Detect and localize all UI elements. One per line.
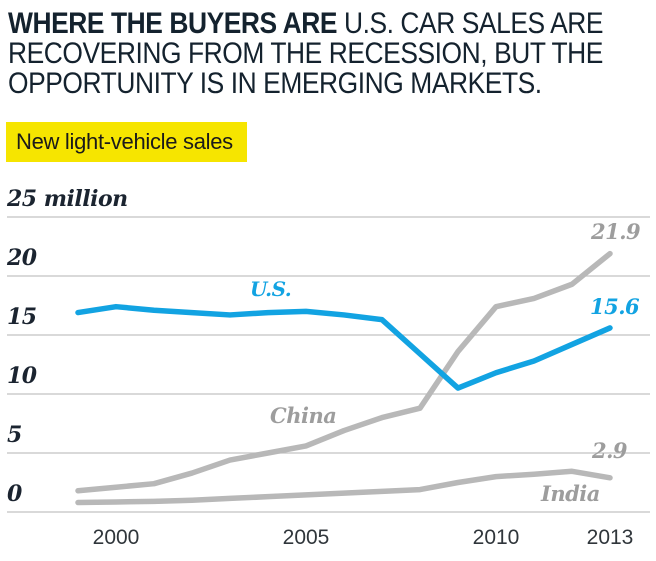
x-tick-label: 2005 — [282, 526, 330, 549]
x-tick-label: 2010 — [472, 526, 520, 549]
series-line-china — [75, 250, 613, 494]
chart-legend-chip: New light-vehicle sales — [6, 122, 247, 162]
series-label-china: China — [270, 403, 337, 428]
y-tick-label: 20 — [7, 245, 37, 271]
title-rest: U.S. CAR SALES ARE — [337, 7, 604, 40]
x-tick-label: 2013 — [586, 526, 634, 549]
title-line-2: RECOVERING FROM THE RECESSION, BUT THE — [8, 37, 603, 70]
title-line-1: WHERE THE BUYERS ARE U.S. CAR SALES ARE — [8, 9, 624, 39]
y-tick-label: 10 — [7, 363, 37, 389]
title-bold: WHERE THE BUYERS ARE — [8, 7, 338, 40]
y-tick-label: 0 — [7, 481, 22, 507]
chart-legend-label: New light-vehicle sales — [16, 129, 233, 154]
series-line-india — [75, 468, 613, 506]
title-line-3: OPPORTUNITY IS IN EMERGING MARKETS. — [8, 67, 542, 100]
end-value-india: 2.9 — [592, 438, 628, 463]
y-tick-label: 25 million — [7, 186, 128, 212]
series-label-us: U.S. — [250, 277, 292, 301]
y-tick-label: 15 — [7, 304, 37, 330]
series-label-india: India — [541, 481, 600, 506]
y-tick-label: 5 — [7, 422, 22, 448]
page-title: WHERE THE BUYERS ARE U.S. CAR SALES ARE … — [8, 9, 656, 99]
series-line-us — [75, 303, 613, 391]
x-tick-label: 2000 — [92, 526, 140, 549]
end-value-us: 15.6 — [590, 294, 640, 319]
end-value-china: 21.9 — [591, 219, 641, 244]
